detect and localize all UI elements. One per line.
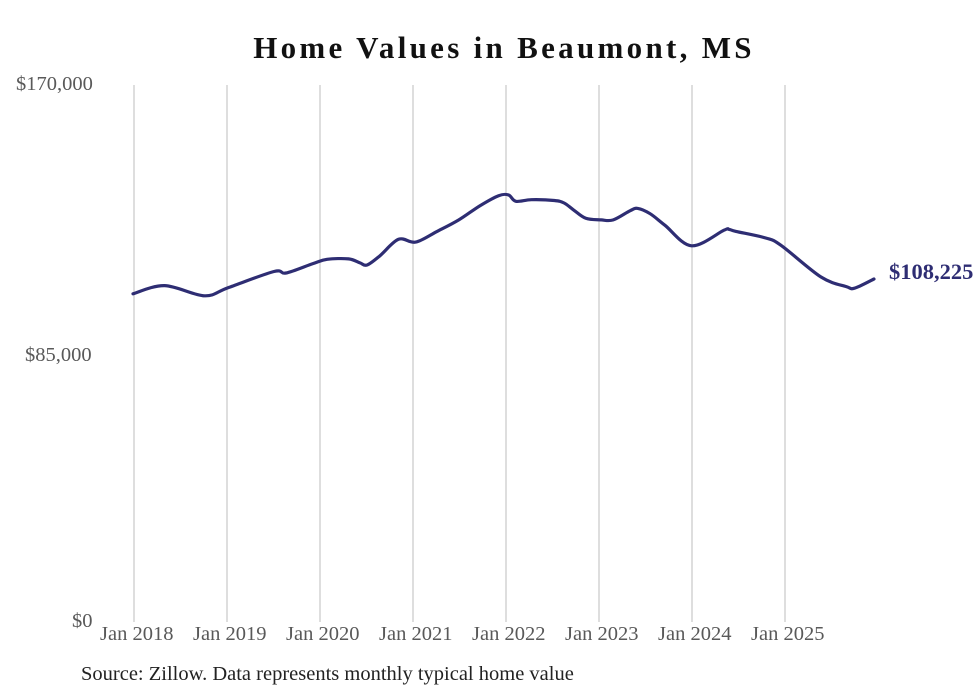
svg-text:Jan 2022: Jan 2022: [472, 623, 545, 645]
svg-text:Jan 2024: Jan 2024: [658, 623, 731, 645]
svg-text:Jan 2020: Jan 2020: [286, 623, 359, 645]
svg-text:Jan 2021: Jan 2021: [379, 623, 452, 645]
svg-text:$170,000: $170,000: [16, 73, 93, 95]
svg-text:Jan 2023: Jan 2023: [565, 623, 638, 645]
svg-text:$0: $0: [72, 610, 93, 632]
svg-text:Jan 2019: Jan 2019: [193, 623, 266, 645]
svg-text:$108,225: $108,225: [889, 259, 973, 284]
svg-text:Jan 2018: Jan 2018: [100, 623, 173, 645]
svg-text:$85,000: $85,000: [25, 344, 92, 366]
svg-text:Jan 2025: Jan 2025: [751, 623, 824, 645]
